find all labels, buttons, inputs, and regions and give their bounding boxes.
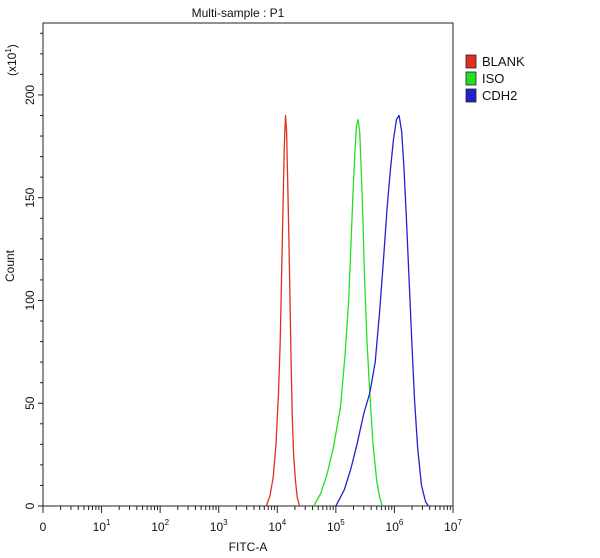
y-axis-ticks: 0 50 100 150 200 [23, 32, 43, 509]
x-tick-label: 105 [327, 518, 345, 534]
legend-swatch-cdh2 [465, 88, 477, 103]
x-tick-base: 10 [444, 520, 458, 534]
y-tick-label: 200 [23, 85, 37, 105]
legend-label-blank: BLANK [482, 54, 525, 69]
legend-swatch-iso [465, 71, 477, 86]
x-tick-base: 10 [268, 520, 282, 534]
y-axis-label: Count [3, 249, 17, 282]
y-tick-label: 100 [23, 290, 37, 310]
plot-area [42, 22, 454, 507]
y-multiplier-close: ) [5, 44, 19, 48]
series-line-iso [313, 118, 383, 507]
x-tick-base: 0 [40, 520, 47, 534]
x-axis-label: FITC-A [229, 540, 268, 554]
x-tick-base: 10 [93, 520, 107, 534]
x-tick-exp: 7 [457, 518, 462, 527]
x-tick-base: 10 [386, 520, 400, 534]
series-line-blank [265, 114, 301, 507]
series-lines [265, 114, 429, 507]
x-axis-ticks: 0 101 102 103 104 105 106 107 [40, 506, 462, 534]
x-tick-exp: 2 [165, 518, 170, 527]
x-tick-exp: 6 [399, 518, 404, 527]
x-tick-label: 102 [151, 518, 169, 534]
chart-title: Multi-sample : P1 [192, 6, 285, 20]
x-tick-label: 103 [210, 518, 228, 534]
series-line-cdh2 [335, 114, 429, 507]
x-tick-base: 10 [327, 520, 341, 534]
x-tick-exp: 1 [106, 518, 111, 527]
legend-label-iso: ISO [482, 71, 504, 86]
legend-swatch-blank [465, 54, 477, 69]
x-tick-exp: 4 [282, 518, 287, 527]
y-tick-label: 0 [23, 502, 37, 509]
x-tick-label: 0 [40, 520, 47, 534]
legend: BLANK ISO CDH2 [465, 54, 525, 103]
y-tick-label: 150 [23, 187, 37, 207]
x-tick-exp: 3 [223, 518, 228, 527]
x-tick-label: 106 [386, 518, 404, 534]
x-tick-base: 10 [151, 520, 165, 534]
legend-label-cdh2: CDH2 [482, 88, 517, 103]
y-multiplier-prefix: (x10 [5, 52, 19, 76]
y-multiplier-label: (x101) [4, 44, 19, 76]
x-tick-label: 104 [268, 518, 286, 534]
y-multiplier-exp: 1 [4, 48, 13, 53]
y-tick-label: 50 [23, 396, 37, 410]
x-tick-exp: 5 [340, 518, 345, 527]
x-tick-base: 10 [210, 520, 224, 534]
x-tick-label: 107 [444, 518, 462, 534]
svg-text:(x101): (x101) [4, 44, 19, 76]
x-tick-label: 101 [93, 518, 111, 534]
